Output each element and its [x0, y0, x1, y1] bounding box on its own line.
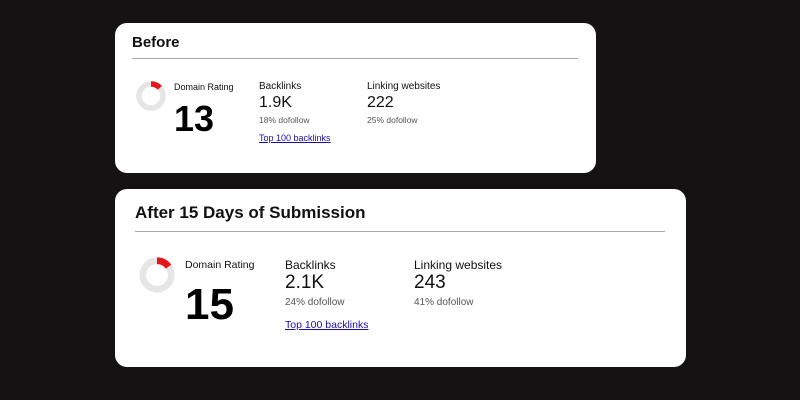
domain-rating-donut-icon: [139, 257, 175, 293]
linking-websites-value: 222: [367, 94, 394, 111]
top-backlinks-link[interactable]: Top 100 backlinks: [259, 133, 331, 143]
after-divider: [135, 231, 665, 232]
domain-rating-value: 13: [174, 98, 215, 139]
domain-rating-value: 15: [185, 280, 234, 329]
after-title: After 15 Days of Submission: [135, 203, 366, 222]
before-card: Before Domain Rating 13 Backlinks 1.9K 1…: [115, 23, 596, 173]
domain-rating-label: Domain Rating: [185, 259, 255, 271]
linking-websites-label: Linking websites: [414, 258, 503, 272]
backlinks-value: 2.1K: [285, 272, 325, 293]
backlinks-label: Backlinks: [259, 81, 302, 92]
domain-rating-donut-icon: [136, 81, 166, 111]
donut-fill: [136, 81, 166, 111]
linking-websites-value: 243: [414, 272, 446, 293]
linking-websites-dofollow: 41% dofollow: [414, 297, 474, 308]
backlinks-value: 1.9K: [259, 94, 292, 111]
domain-rating-label: Domain Rating: [174, 82, 234, 92]
linking-websites-dofollow: 25% dofollow: [367, 115, 418, 125]
backlinks-label: Backlinks: [285, 258, 336, 272]
after-card: After 15 Days of Submission Domain Ratin…: [115, 189, 686, 367]
backlinks-dofollow: 24% dofollow: [285, 297, 345, 308]
backlinks-dofollow: 18% dofollow: [259, 115, 310, 125]
linking-websites-label: Linking websites: [367, 81, 441, 92]
before-divider: [132, 58, 578, 59]
donut-fill: [139, 257, 175, 293]
top-backlinks-link[interactable]: Top 100 backlinks: [285, 319, 369, 331]
before-title: Before: [132, 34, 180, 51]
